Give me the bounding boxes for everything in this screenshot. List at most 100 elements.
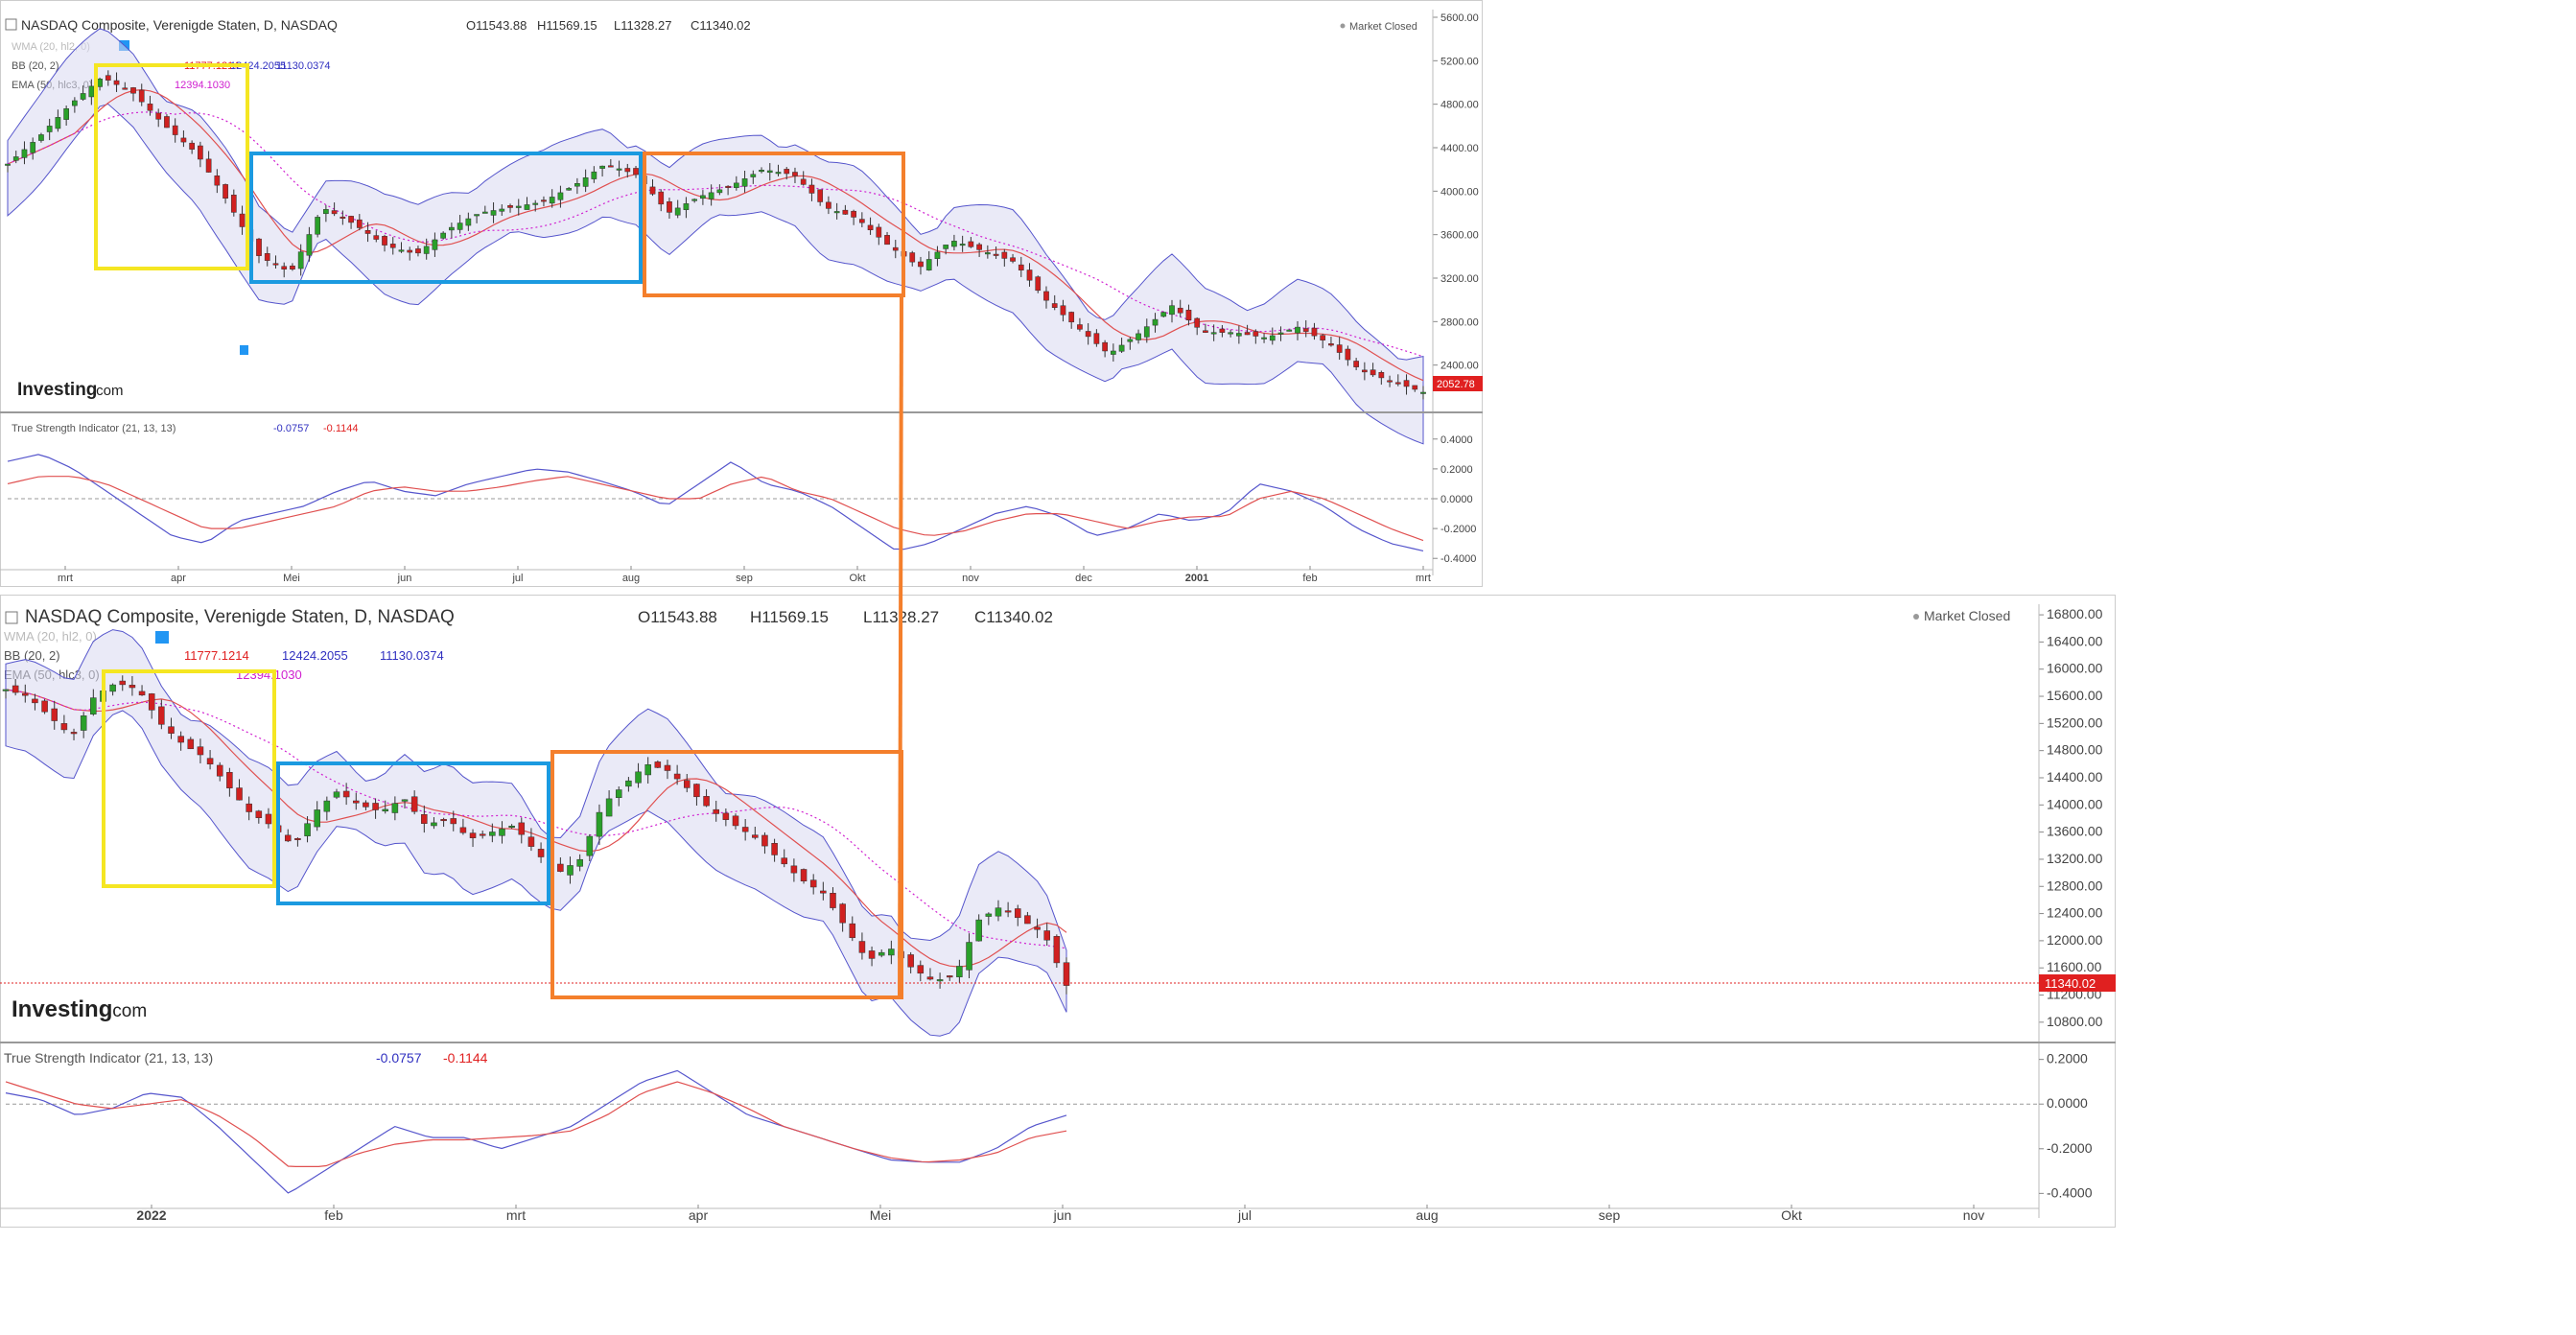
candle	[518, 822, 526, 835]
candle	[995, 907, 1002, 917]
y-tick-label: 15600.00	[2047, 688, 2103, 703]
y-tick-label: 2400.00	[1440, 361, 1479, 372]
candle	[12, 685, 19, 693]
candle	[331, 210, 338, 215]
candle	[363, 802, 369, 808]
candle	[684, 780, 691, 788]
investing-logo: Investing	[12, 996, 112, 1022]
ohlc-low: L11328.27	[614, 18, 672, 33]
candle	[966, 942, 972, 971]
y-tick-label: 12000.00	[2047, 932, 2103, 948]
x-tick-label: Okt	[849, 573, 865, 584]
candle	[423, 246, 430, 254]
candle	[567, 865, 574, 876]
candle	[1026, 269, 1033, 281]
candle	[1160, 312, 1167, 317]
candle	[599, 165, 605, 169]
candle	[499, 829, 505, 836]
candle	[1110, 350, 1116, 355]
bb-label: BB (20, 2)	[12, 60, 59, 72]
candle	[356, 219, 363, 228]
bollinger-band	[7, 28, 1424, 445]
candle	[113, 80, 120, 85]
candle	[90, 697, 97, 714]
candle	[1043, 930, 1050, 941]
tsi-signal-line	[5, 1081, 1067, 1167]
candle	[752, 834, 759, 838]
tsi-tick-label: -0.2000	[2047, 1140, 2093, 1156]
candle	[557, 192, 564, 200]
candle	[508, 826, 515, 829]
candle	[457, 222, 463, 230]
ohlc-high: H11569.15	[750, 608, 829, 626]
last-price-tag	[1433, 376, 1483, 391]
collapse-icon[interactable]	[5, 18, 17, 31]
candle	[976, 244, 982, 250]
candle	[1152, 318, 1159, 326]
candle	[490, 210, 497, 216]
candle	[449, 226, 455, 231]
candle	[892, 246, 899, 251]
candle	[314, 809, 320, 828]
candle	[1010, 257, 1016, 262]
tsi-value-1: -0.0757	[273, 423, 309, 434]
candle	[667, 200, 672, 213]
candle	[315, 217, 321, 235]
candle	[216, 764, 223, 777]
candle	[664, 764, 671, 771]
price-y-axis: 5600.00 5200.00 4800.00 4400.00 4000.00 3600.…	[1433, 12, 1479, 372]
candle	[820, 890, 827, 894]
candle	[649, 186, 656, 195]
y-tick-label: 3200.00	[1440, 273, 1479, 285]
blue-box	[249, 152, 643, 284]
candle	[654, 761, 662, 768]
candle	[372, 803, 379, 810]
y-tick-label: 16400.00	[2047, 633, 2103, 648]
market-status-icon	[1340, 23, 1346, 29]
candle	[784, 169, 790, 175]
candle	[1035, 276, 1042, 292]
candle	[1420, 391, 1426, 394]
candle	[716, 189, 723, 194]
candle	[586, 835, 594, 856]
candle	[1345, 348, 1351, 361]
collapse-icon[interactable]	[5, 611, 18, 624]
y-tick-label: 14400.00	[2047, 769, 2103, 785]
tsi-plot: 0.2000 0.0000 -0.2000 -0.4000	[5, 1051, 2093, 1200]
candle	[566, 188, 573, 191]
candle	[761, 834, 768, 847]
candle	[1102, 341, 1108, 352]
candle	[515, 205, 522, 208]
candle	[771, 843, 778, 855]
tsi-tick-label: 0.0000	[2047, 1095, 2088, 1111]
ohlc-open: O11543.88	[466, 18, 527, 33]
x-tick-label: Mei	[870, 1207, 892, 1223]
candle	[109, 684, 116, 692]
candle	[1118, 344, 1125, 352]
tsi-tick-label: 0.4000	[1440, 434, 1473, 446]
candle	[1001, 251, 1008, 259]
candle	[1143, 326, 1150, 338]
marker-square	[240, 345, 248, 355]
candle	[842, 209, 849, 215]
bb-middle-line	[7, 88, 1424, 382]
tsi-value-2: -0.1144	[443, 1050, 488, 1066]
chart-title: NASDAQ Composite, Verenigde Staten, D, N…	[21, 17, 338, 33]
ema-value: 12394.1030	[175, 80, 230, 91]
candle	[138, 89, 145, 103]
candle	[489, 831, 496, 836]
last-price: 2052.78	[1437, 379, 1475, 390]
candle	[926, 976, 934, 980]
candle	[1378, 372, 1385, 379]
candle	[1043, 291, 1049, 301]
candle	[130, 87, 136, 94]
candle	[956, 966, 963, 977]
candle	[693, 784, 700, 798]
y-tick-label: 10800.00	[2047, 1014, 2103, 1029]
candle	[959, 244, 966, 246]
candle	[713, 808, 719, 814]
eye-icon[interactable]	[155, 631, 169, 644]
candle	[858, 219, 865, 223]
candle	[32, 698, 38, 704]
price-plot	[2, 629, 1070, 1037]
